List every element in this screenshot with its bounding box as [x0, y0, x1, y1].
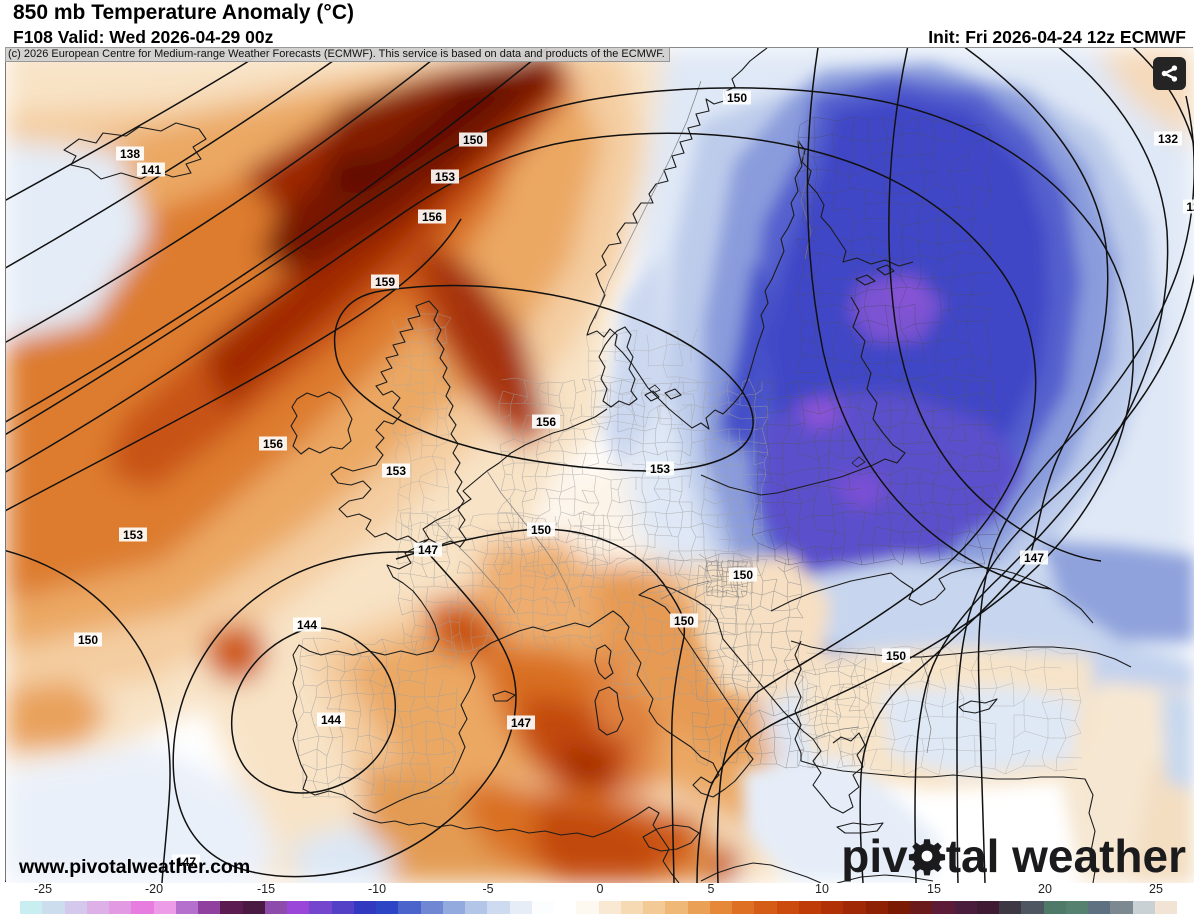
svg-text:150: 150	[733, 568, 753, 582]
svg-text:144: 144	[297, 618, 317, 632]
svg-text:159: 159	[375, 275, 395, 289]
svg-text:147: 147	[511, 716, 531, 730]
svg-text:150: 150	[886, 649, 906, 663]
svg-text:153: 153	[650, 462, 670, 476]
svg-text:144: 144	[321, 713, 341, 727]
svg-text:150: 150	[727, 91, 747, 105]
svg-text:150: 150	[78, 633, 98, 647]
svg-text:153: 153	[123, 528, 143, 542]
svg-text:12: 12	[1186, 200, 1194, 214]
svg-text:141: 141	[141, 163, 161, 177]
svg-text:153: 153	[386, 464, 406, 478]
svg-text:156: 156	[422, 210, 442, 224]
svg-text:147: 147	[1024, 551, 1044, 565]
svg-text:150: 150	[463, 133, 483, 147]
svg-text:153: 153	[435, 170, 455, 184]
svg-text:138: 138	[120, 147, 140, 161]
svg-text:156: 156	[263, 437, 283, 451]
svg-text:147: 147	[176, 855, 196, 869]
svg-text:147: 147	[418, 543, 438, 557]
svg-text:156: 156	[536, 415, 556, 429]
svg-text:132: 132	[1158, 132, 1178, 146]
svg-text:150: 150	[674, 614, 694, 628]
svg-text:150: 150	[531, 523, 551, 537]
